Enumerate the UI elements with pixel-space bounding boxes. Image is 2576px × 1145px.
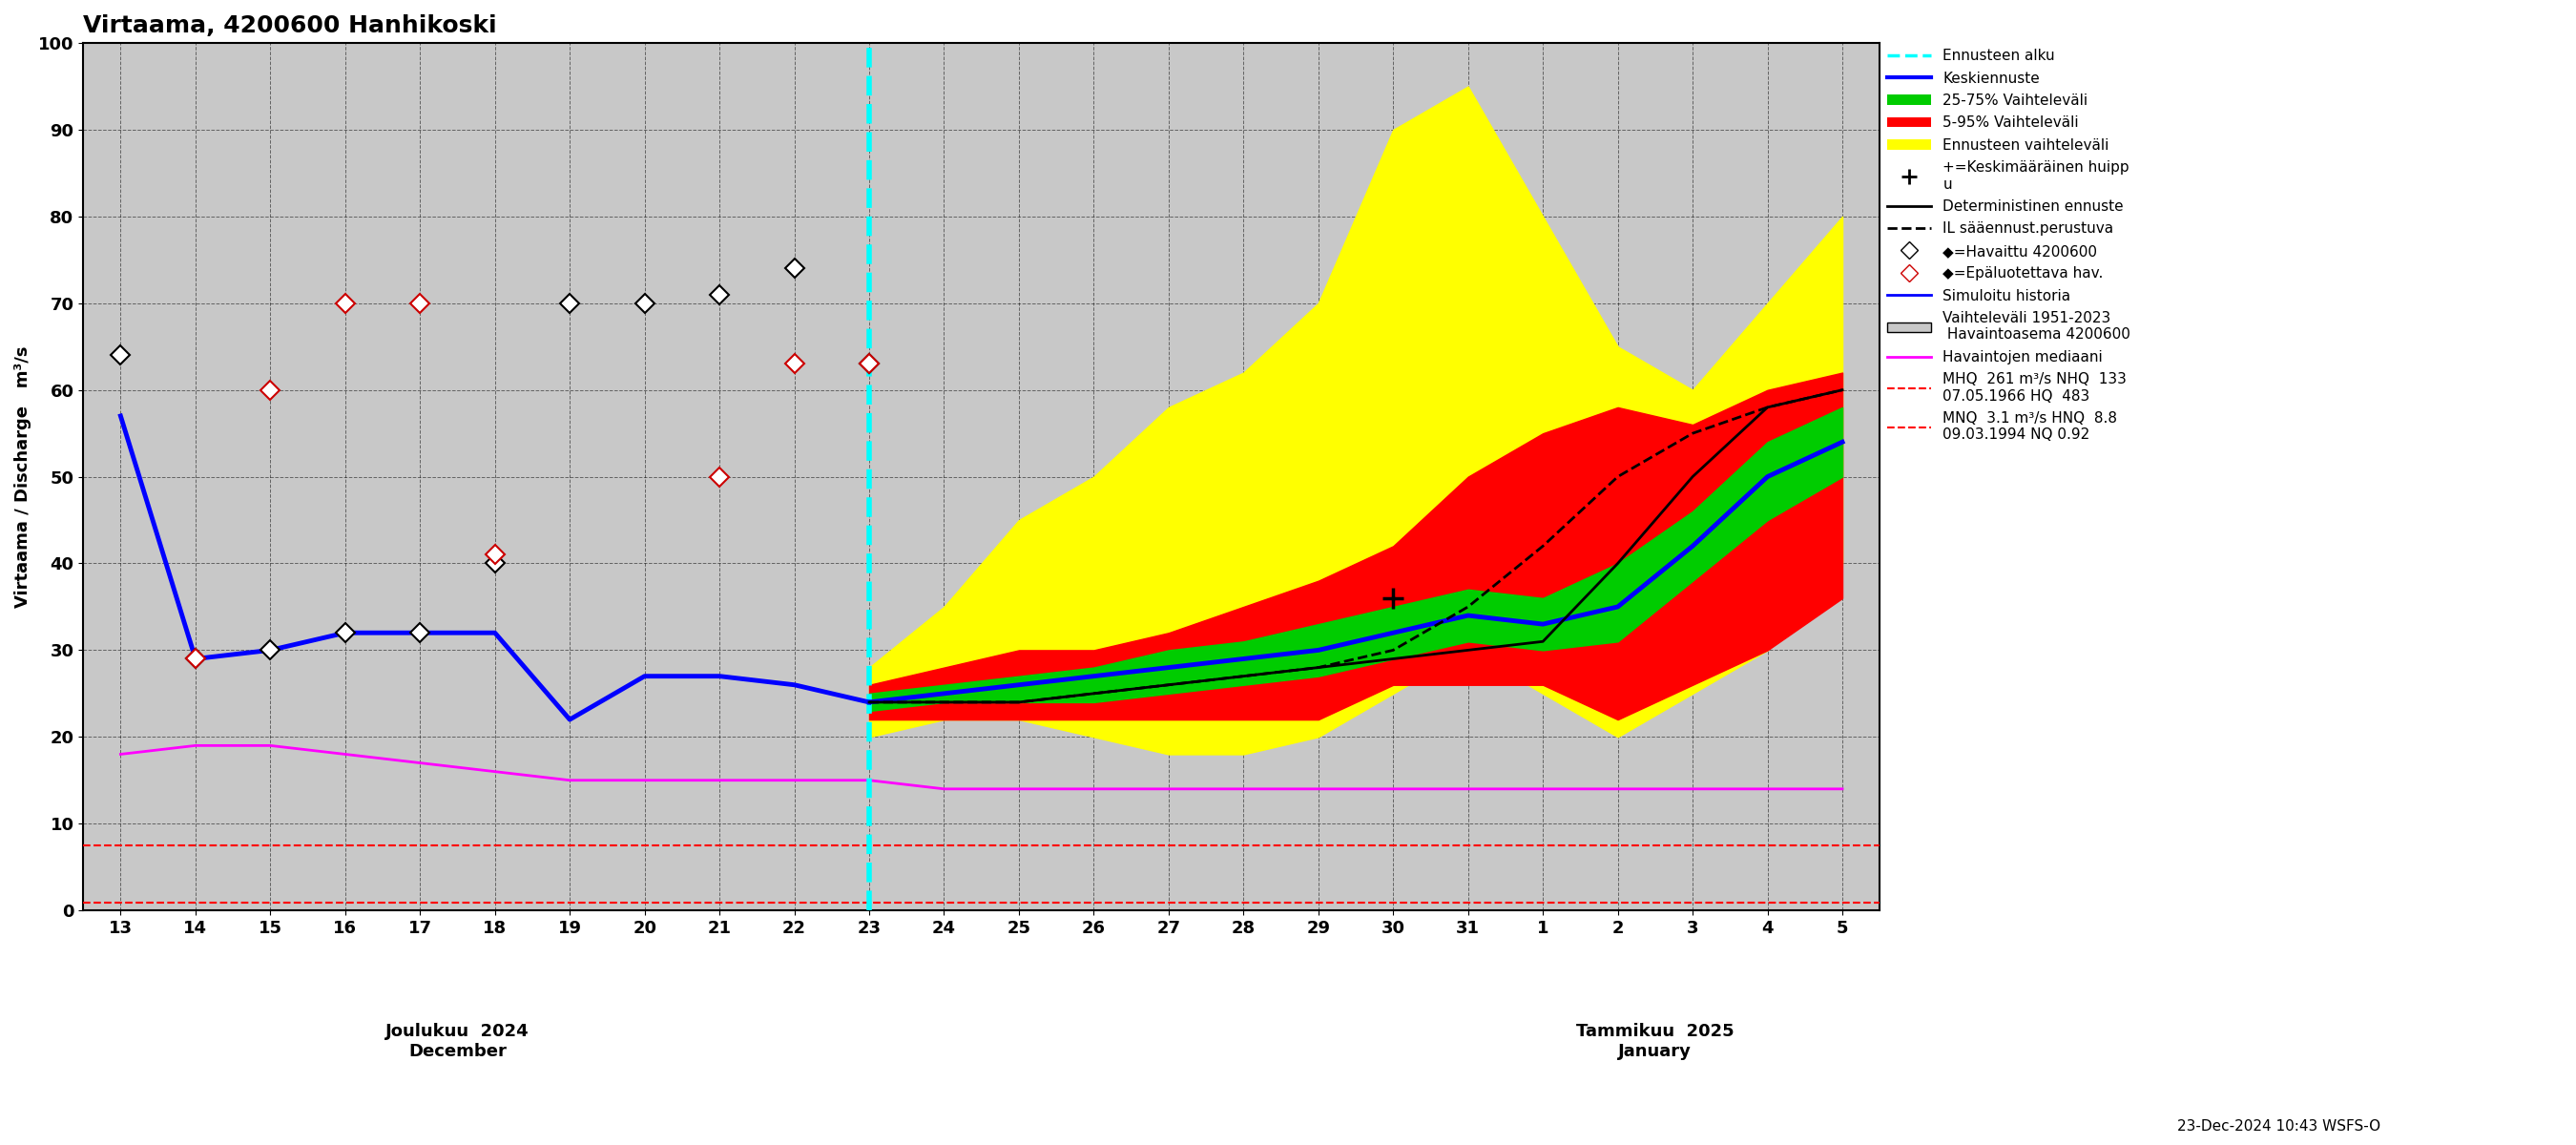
- Text: Tammikuu  2025
January: Tammikuu 2025 January: [1577, 1024, 1734, 1060]
- Text: Joulukuu  2024
December: Joulukuu 2024 December: [386, 1024, 528, 1060]
- Text: Virtaama, 4200600 Hanhikoski: Virtaama, 4200600 Hanhikoski: [82, 14, 497, 37]
- Legend: Ennusteen alku, Keskiennuste, 25-75% Vaihteleväli, 5-95% Vaihteleväli, Ennusteen: Ennusteen alku, Keskiennuste, 25-75% Vai…: [1880, 44, 2136, 448]
- Y-axis label: Virtaama / Discharge   m³/s: Virtaama / Discharge m³/s: [15, 346, 31, 608]
- Text: 23-Dec-2024 10:43 WSFS-O: 23-Dec-2024 10:43 WSFS-O: [2177, 1120, 2380, 1134]
